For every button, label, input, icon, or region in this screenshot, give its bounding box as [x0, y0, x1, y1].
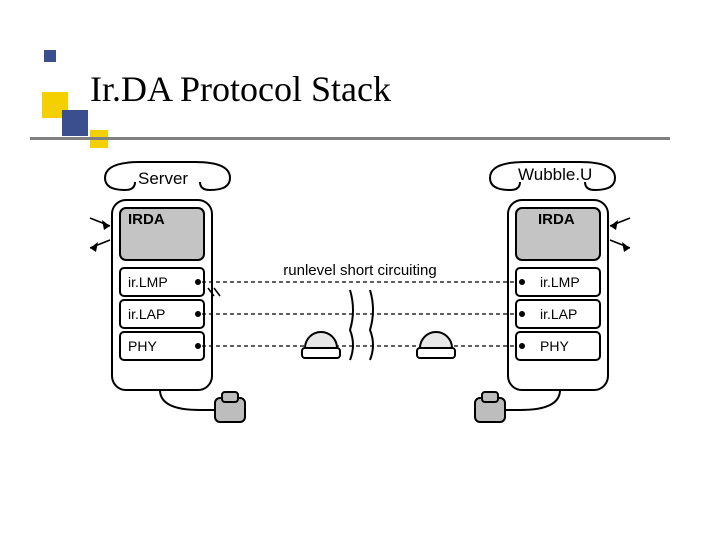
page-title: Ir.DA Protocol Stack: [90, 68, 391, 110]
right-layer-phy-label: PHY: [540, 338, 569, 354]
break-right: [370, 290, 373, 360]
right-layer-irda-label: IRDA: [538, 211, 575, 228]
bullet-blue-small: [44, 50, 56, 62]
left-layer-irlap-label: ir.LAP: [128, 306, 165, 322]
right-layer-irlap-label: ir.LAP: [540, 306, 577, 322]
emitter-left: [302, 332, 340, 358]
bottom-connector-right: [475, 390, 560, 422]
emitter-right: [417, 332, 455, 358]
left-layer-irda-label: IRDA: [128, 211, 165, 228]
right-layer-irlmp-label: ir.LMP: [540, 274, 580, 290]
bullet-blue-large: [62, 110, 88, 136]
left-port-irlmp: [195, 279, 201, 285]
left-layer-irlmp-label: ir.LMP: [128, 274, 168, 290]
title-area: Ir.DA Protocol Stack: [30, 50, 690, 140]
break-left: [350, 290, 353, 360]
right-port-irlmp: [519, 279, 525, 285]
title-underline: [30, 137, 670, 140]
right-port-irlap: [519, 311, 525, 317]
right-port-phy: [519, 343, 525, 349]
protocol-diagram: IRDA ir.LMP ir.LAP PHY IRDA ir.LMP ir.LA…: [60, 160, 660, 490]
diagram-svg: IRDA ir.LMP ir.LAP PHY IRDA ir.LMP ir.LA…: [60, 160, 660, 490]
left-port-phy: [195, 343, 201, 349]
wubbleu-label: Wubble.U: [518, 165, 592, 184]
bottom-connector-left: [160, 390, 245, 422]
tick-2: [214, 288, 220, 296]
center-label: runlevel short circuiting: [283, 262, 436, 279]
left-layer-phy-label: PHY: [128, 338, 157, 354]
server-label: Server: [138, 169, 188, 188]
left-port-irlap: [195, 311, 201, 317]
